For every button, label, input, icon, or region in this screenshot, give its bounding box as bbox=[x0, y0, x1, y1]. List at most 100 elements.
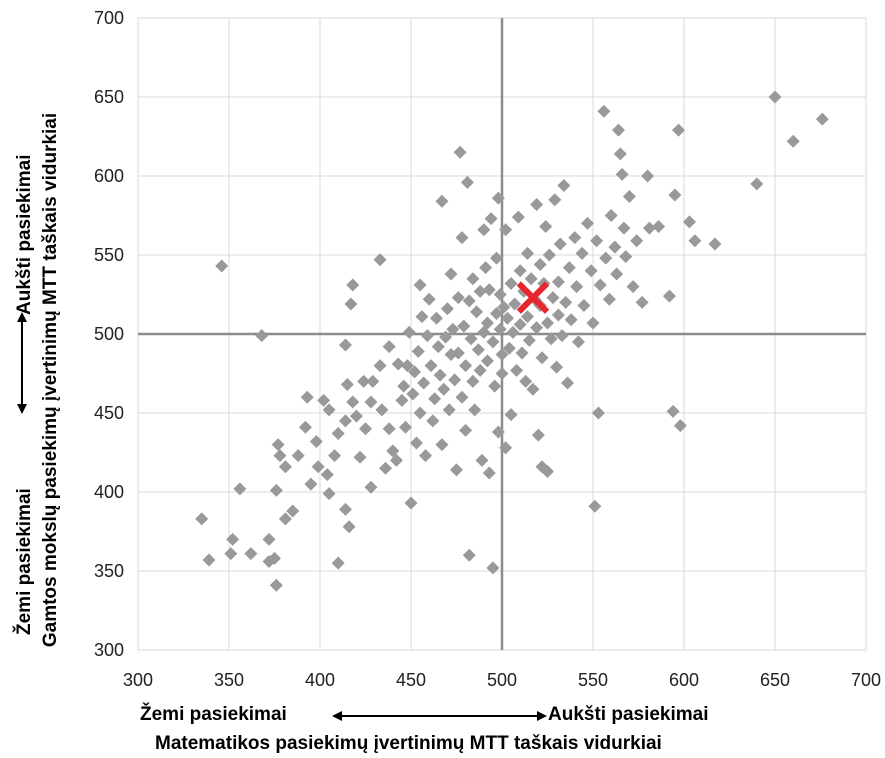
data-point bbox=[786, 134, 800, 148]
data-point bbox=[599, 251, 613, 265]
y-tick-label: 700 bbox=[94, 8, 124, 28]
data-point bbox=[602, 292, 616, 306]
data-point bbox=[553, 237, 567, 251]
data-point bbox=[451, 291, 465, 305]
data-point bbox=[593, 278, 607, 292]
x-tick-label: 650 bbox=[760, 670, 790, 690]
data-point bbox=[673, 419, 687, 433]
data-point bbox=[513, 264, 527, 278]
data-point bbox=[440, 302, 454, 316]
data-point bbox=[364, 480, 378, 494]
y-tick-label: 550 bbox=[94, 245, 124, 265]
data-point bbox=[278, 512, 292, 526]
x-tick-label: 700 bbox=[851, 670, 881, 690]
data-point bbox=[561, 376, 575, 390]
data-point bbox=[415, 310, 429, 324]
x-tick-label: 550 bbox=[578, 670, 608, 690]
data-point bbox=[395, 393, 409, 407]
data-point bbox=[682, 215, 696, 229]
data-point bbox=[508, 297, 522, 311]
y-tick-labels: 300 350 400 450 500 550 600 650 700 bbox=[94, 8, 124, 660]
data-point bbox=[533, 257, 547, 271]
data-point bbox=[413, 278, 427, 292]
data-point bbox=[386, 444, 400, 458]
data-point bbox=[642, 221, 656, 235]
data-point bbox=[520, 246, 534, 260]
y-tick-label: 450 bbox=[94, 403, 124, 423]
data-point bbox=[557, 178, 571, 192]
data-point bbox=[457, 319, 471, 333]
data-point bbox=[531, 428, 545, 442]
data-point bbox=[491, 425, 505, 439]
data-point bbox=[672, 123, 686, 137]
data-point bbox=[459, 359, 473, 373]
data-point bbox=[468, 403, 482, 417]
data-point bbox=[551, 308, 565, 322]
data-point bbox=[615, 167, 629, 181]
data-point bbox=[439, 330, 453, 344]
data-point bbox=[342, 520, 356, 534]
data-point bbox=[490, 251, 504, 265]
data-point bbox=[662, 289, 676, 303]
y-tick-label: 400 bbox=[94, 482, 124, 502]
data-point bbox=[515, 346, 529, 360]
x-double-arrow bbox=[332, 711, 547, 721]
data-point bbox=[400, 359, 414, 373]
data-point bbox=[519, 374, 533, 388]
data-point bbox=[588, 499, 602, 513]
data-point bbox=[195, 512, 209, 526]
data-point bbox=[613, 147, 627, 161]
data-point bbox=[668, 188, 682, 202]
data-point bbox=[504, 276, 518, 290]
data-point bbox=[499, 223, 513, 237]
data-point bbox=[564, 313, 578, 327]
data-point bbox=[484, 212, 498, 226]
data-point bbox=[389, 453, 403, 467]
data-point bbox=[391, 357, 405, 371]
data-point bbox=[551, 275, 565, 289]
data-point bbox=[328, 449, 342, 463]
data-point bbox=[486, 561, 500, 575]
data-point bbox=[584, 264, 598, 278]
data-point bbox=[571, 335, 585, 349]
data-point bbox=[470, 305, 484, 319]
data-point bbox=[541, 464, 554, 478]
data-point bbox=[426, 414, 440, 428]
data-point bbox=[768, 90, 782, 104]
data-point bbox=[226, 532, 240, 546]
data-point bbox=[453, 145, 467, 159]
data-point bbox=[317, 393, 331, 407]
data-point bbox=[475, 453, 489, 467]
data-point bbox=[399, 420, 413, 434]
data-point bbox=[422, 292, 436, 306]
data-point bbox=[397, 379, 411, 393]
data-point bbox=[477, 325, 491, 339]
data-point bbox=[610, 267, 624, 281]
data-point bbox=[346, 278, 360, 292]
data-point bbox=[497, 300, 511, 314]
data-point bbox=[417, 376, 431, 390]
data-point bbox=[298, 420, 312, 434]
x-tick-label: 600 bbox=[669, 670, 699, 690]
data-point bbox=[340, 378, 354, 392]
data-point bbox=[464, 332, 478, 346]
data-point bbox=[522, 333, 536, 347]
data-point bbox=[520, 310, 534, 324]
data-point bbox=[409, 436, 423, 450]
data-point bbox=[433, 368, 447, 382]
data-point bbox=[630, 234, 644, 248]
data-point bbox=[244, 547, 258, 561]
data-point bbox=[202, 553, 216, 567]
data-point bbox=[590, 234, 604, 248]
data-point bbox=[451, 346, 465, 360]
y-tick-label: 500 bbox=[94, 324, 124, 344]
data-point bbox=[539, 220, 553, 234]
data-point bbox=[619, 250, 633, 264]
data-point bbox=[570, 280, 584, 294]
data-point bbox=[375, 403, 389, 417]
data-point bbox=[435, 194, 449, 208]
data-point bbox=[504, 408, 518, 422]
data-point bbox=[524, 272, 538, 286]
data-point bbox=[262, 532, 276, 546]
